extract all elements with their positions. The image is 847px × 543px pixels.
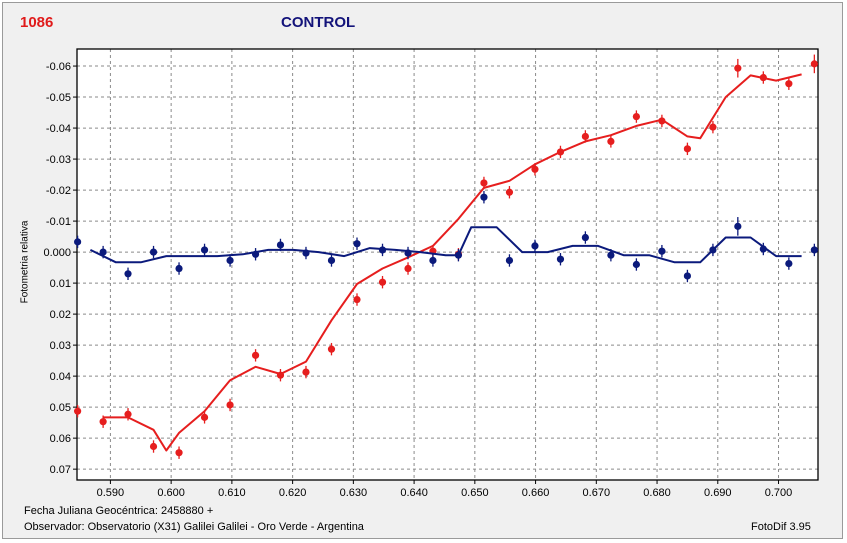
y-tick-label: 0.05 — [50, 402, 71, 414]
data-point-blue — [99, 248, 107, 256]
data-point-blue — [505, 256, 514, 265]
data-point-red — [709, 123, 717, 131]
data-point-blue — [709, 246, 717, 254]
y-tick-label: 0.02 — [50, 309, 71, 321]
x-tick-label: 0.660 — [522, 487, 550, 499]
y-tick-label: -0.06 — [46, 61, 71, 73]
x-tick-label: 0.700 — [765, 487, 793, 499]
data-point-blue — [581, 233, 589, 242]
data-point-blue — [327, 256, 336, 265]
data-point-red — [378, 278, 387, 286]
x-tick-label: 0.680 — [643, 487, 671, 499]
data-point-blue — [378, 246, 387, 254]
data-point-blue — [353, 240, 361, 248]
data-point-red — [149, 442, 158, 451]
software-version: FotoDif 3.95 — [751, 521, 811, 533]
data-point-blue — [632, 260, 640, 269]
data-point-blue — [429, 256, 437, 265]
x-tick-label: 0.590 — [97, 487, 125, 499]
y-axis-label: Fotometria relativa — [19, 220, 31, 304]
y-tick-label: 0.06 — [50, 433, 71, 445]
x-tick-label: 0.600 — [157, 487, 185, 499]
data-point-red — [99, 418, 107, 426]
y-tick-label: 0.07 — [50, 464, 71, 476]
data-point-blue — [302, 249, 310, 257]
y-tick-label: -0.01 — [46, 216, 71, 228]
data-point-red — [226, 401, 234, 409]
data-point-red — [353, 295, 361, 304]
data-point-red — [200, 413, 209, 421]
data-point-blue — [683, 272, 692, 280]
y-tick-label: 0.03 — [50, 340, 71, 352]
data-point-blue — [480, 193, 488, 201]
data-point-blue — [404, 249, 412, 257]
trend-line-red — [103, 73, 802, 452]
data-point-red — [683, 145, 692, 153]
data-point-blue — [607, 251, 615, 259]
data-point-blue — [556, 255, 565, 263]
x-tick-label: 0.690 — [704, 487, 732, 499]
data-point-red — [505, 188, 514, 196]
data-point-red — [734, 64, 742, 72]
x-tick-label: 0.630 — [340, 487, 368, 499]
data-point-red — [658, 117, 666, 125]
plot-background — [77, 49, 818, 480]
y-tick-label: 0.04 — [50, 371, 71, 383]
x-tick-label: 0.610 — [218, 487, 246, 499]
julian-date-caption: Fecha Juliana Geocéntrica: 2458880 + — [24, 505, 214, 517]
data-point-red — [327, 345, 336, 353]
data-point-red — [810, 60, 818, 68]
data-point-blue — [734, 222, 742, 230]
data-point-blue — [200, 246, 209, 254]
data-point-red — [785, 80, 793, 88]
data-point-red — [759, 73, 767, 82]
data-point-red — [74, 407, 82, 415]
data-point-red — [581, 132, 589, 141]
plot-border — [76, 48, 819, 481]
data-point-red — [302, 368, 310, 376]
observer-caption: Observador: Observatorio (X31) Galilei G… — [24, 521, 364, 533]
data-point-blue — [175, 264, 183, 273]
y-tick-label: -0.05 — [46, 92, 71, 104]
data-point-blue — [531, 242, 539, 250]
data-point-red — [632, 112, 640, 121]
data-point-red — [556, 148, 565, 156]
data-point-red — [531, 165, 539, 173]
x-tick-label: 0.670 — [583, 487, 611, 499]
data-point-blue — [454, 251, 463, 259]
trend-line-blue — [89, 226, 802, 264]
data-point-blue — [149, 248, 158, 256]
data-point-blue — [251, 250, 260, 258]
data-point-blue — [759, 245, 767, 253]
data-point-red — [607, 137, 615, 146]
data-point-blue — [785, 259, 793, 268]
object-id: 1086 — [20, 14, 54, 31]
data-point-blue — [226, 256, 234, 265]
data-point-blue — [276, 241, 285, 249]
data-point-red — [175, 449, 183, 457]
y-tick-label: 0.01 — [50, 278, 71, 290]
y-tick-label: -0.03 — [46, 154, 71, 166]
data-point-red — [480, 179, 488, 187]
y-tick-label: -0.02 — [46, 185, 71, 197]
x-tick-label: 0.640 — [400, 487, 428, 499]
data-point-red — [404, 264, 412, 273]
chart-title: CONTROL — [281, 14, 356, 31]
y-tick-label: 0.000 — [43, 247, 71, 259]
x-tick-label: 0.620 — [279, 487, 307, 499]
y-tick-label: -0.04 — [46, 123, 71, 135]
x-tick-label: 0.650 — [461, 487, 489, 499]
data-point-blue — [810, 246, 818, 254]
data-point-blue — [74, 238, 82, 246]
data-point-blue — [658, 247, 666, 255]
data-point-red — [124, 410, 132, 418]
data-point-red — [251, 351, 260, 359]
data-point-red — [276, 371, 285, 379]
data-point-blue — [124, 270, 132, 278]
